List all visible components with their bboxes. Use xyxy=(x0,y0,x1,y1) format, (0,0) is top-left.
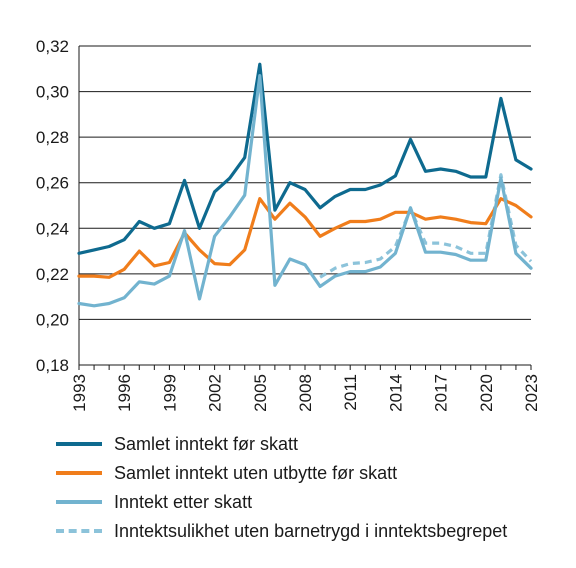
x-tick-label: 2008 xyxy=(296,374,315,412)
x-tick-label: 2002 xyxy=(206,374,225,412)
series-line-0 xyxy=(77,62,533,255)
legend-label: Samlet inntekt uten utbytte før skatt xyxy=(114,462,398,483)
legend-item-inntekt-etter-skatt: Inntekt etter skatt xyxy=(56,490,566,514)
x-tick-label: 2020 xyxy=(477,374,496,412)
x-tick-label: 2023 xyxy=(522,374,541,412)
series-line-1 xyxy=(77,197,533,279)
x-tick-label: 2005 xyxy=(251,374,270,412)
x-tick-label: 1993 xyxy=(70,374,89,412)
legend-item-samlet-inntekt-uten-utbytte: Samlet inntekt uten utbytte før skatt xyxy=(56,461,566,485)
legend: Samlet inntekt før skatt Samlet inntekt … xyxy=(56,432,566,548)
legend-swatch xyxy=(56,442,102,446)
legend-label: Inntektsulikhet uten barnetrygd i inntek… xyxy=(114,520,508,541)
legend-swatch xyxy=(56,529,102,533)
series-lines xyxy=(77,62,533,308)
legend-item-samlet-inntekt-for-skatt: Samlet inntekt før skatt xyxy=(56,432,566,456)
y-tick-label: 0,28 xyxy=(36,128,69,147)
legend-item-uten-barnetrygd: Inntektsulikhet uten barnetrygd i inntek… xyxy=(56,519,566,543)
series-line-2 xyxy=(77,73,533,308)
y-tick-label: 0,26 xyxy=(36,174,69,193)
x-tick-label: 2011 xyxy=(341,374,360,411)
x-tick-label: 2017 xyxy=(432,374,451,412)
x-tick-label: 2014 xyxy=(386,374,405,412)
y-tick-label: 0,22 xyxy=(36,265,69,284)
y-tick-label: 0,32 xyxy=(36,37,69,56)
legend-swatch xyxy=(56,471,102,475)
x-tick-label: 1999 xyxy=(160,374,179,412)
legend-swatch xyxy=(56,500,102,504)
y-tick-label: 0,20 xyxy=(36,310,69,329)
x-tick-label: 1996 xyxy=(115,374,134,412)
x-axis: 1993 1996 1999 2002 2005 2008 2011 2014 2017 2020… xyxy=(70,365,541,412)
legend-label: Samlet inntekt før skatt xyxy=(114,433,299,454)
y-axis: 0,32 0,30 0,28 0,26 0,24 0,22 0,20 0,18 xyxy=(36,37,80,375)
legend-label: Inntekt etter skatt xyxy=(114,491,253,512)
y-tick-label: 0,18 xyxy=(36,356,69,375)
y-tick-label: 0,24 xyxy=(36,219,69,238)
y-tick-label: 0,30 xyxy=(36,83,69,102)
gridlines xyxy=(79,45,531,366)
